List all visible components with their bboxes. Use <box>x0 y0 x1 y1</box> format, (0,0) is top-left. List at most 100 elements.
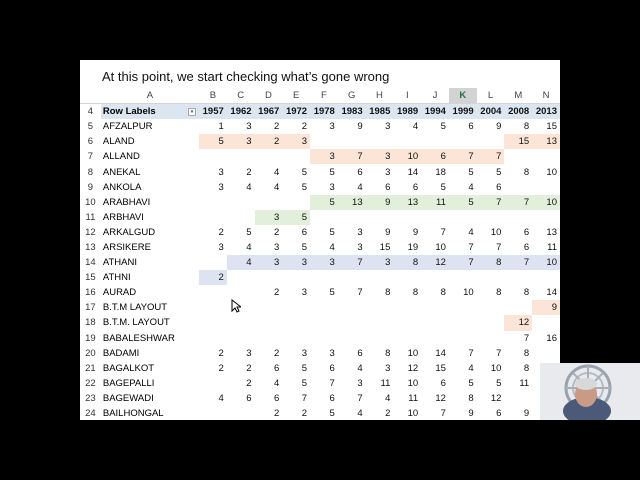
value-cell[interactable] <box>449 315 477 330</box>
value-cell[interactable]: 4 <box>468 226 474 238</box>
constituency-name-cell[interactable]: B.T.M LAYOUT <box>102 302 168 314</box>
value-cell[interactable]: 7 <box>476 149 505 165</box>
value-cell[interactable]: 5 <box>199 134 227 150</box>
constituency-name-cell[interactable]: BABALESHWAR <box>102 332 175 344</box>
value-cell[interactable] <box>421 134 449 149</box>
row-number[interactable]: 20 <box>80 345 101 361</box>
value-cell[interactable]: 5 <box>310 194 338 210</box>
value-cell[interactable] <box>282 331 310 346</box>
value-cell[interactable] <box>199 406 227 420</box>
value-cell[interactable]: 7 <box>476 194 505 210</box>
value-cell[interactable] <box>366 331 394 346</box>
year-header-cell[interactable]: 1989 <box>393 103 422 120</box>
row-number[interactable]: 22 <box>80 375 101 391</box>
value-cell[interactable] <box>477 210 505 225</box>
value-cell[interactable]: 15 <box>435 362 446 374</box>
value-cell[interactable]: 6 <box>357 347 363 359</box>
value-cell[interactable]: 8 <box>523 121 530 133</box>
value-cell[interactable]: 3 <box>329 121 335 133</box>
value-cell[interactable] <box>199 210 227 225</box>
value-cell[interactable]: 5 <box>440 181 446 193</box>
value-cell[interactable]: 8 <box>476 255 505 271</box>
value-cell[interactable] <box>366 300 394 315</box>
value-cell[interactable]: 5 <box>329 226 335 238</box>
value-cell[interactable]: 5 <box>301 181 308 193</box>
value-cell[interactable]: 11 <box>547 241 557 253</box>
value-cell[interactable] <box>504 210 532 225</box>
value-cell[interactable]: 6 <box>412 181 419 193</box>
constituency-name-cell[interactable]: ARABHAVI <box>102 196 151 208</box>
value-cell[interactable]: 2 <box>246 166 252 178</box>
value-cell[interactable] <box>227 149 255 164</box>
value-cell[interactable]: 2 <box>274 347 280 359</box>
value-cell[interactable] <box>449 331 477 346</box>
constituency-name-cell[interactable]: ANEKAL <box>102 166 141 178</box>
value-cell[interactable]: 3 <box>274 241 280 253</box>
value-cell[interactable] <box>310 315 338 330</box>
value-cell[interactable]: 9 <box>496 121 502 133</box>
value-cell[interactable]: 4 <box>274 377 280 389</box>
value-cell[interactable]: 5 <box>329 287 335 299</box>
row-number[interactable]: 24 <box>80 405 101 420</box>
row-number[interactable]: 13 <box>80 239 101 256</box>
value-cell[interactable]: 7 <box>448 255 477 271</box>
value-cell[interactable]: 13 <box>532 134 560 150</box>
value-cell[interactable] <box>310 270 338 285</box>
value-cell[interactable]: 6 <box>440 377 446 389</box>
value-cell[interactable] <box>366 134 394 149</box>
row-number[interactable]: 9 <box>80 179 101 195</box>
value-cell[interactable]: 9 <box>468 408 474 420</box>
value-cell[interactable] <box>227 331 255 346</box>
value-cell[interactable]: 3 <box>246 121 252 133</box>
value-cell[interactable]: 7 <box>357 287 363 299</box>
value-cell[interactable] <box>532 210 560 225</box>
value-cell[interactable]: 10 <box>490 362 502 374</box>
value-cell[interactable] <box>532 180 560 195</box>
value-cell[interactable]: 9 <box>523 408 530 420</box>
column-header-m[interactable]: M <box>504 88 533 105</box>
row-number[interactable]: 14 <box>80 255 101 271</box>
select-all-corner[interactable] <box>80 88 101 105</box>
year-header-cell[interactable]: 2013 <box>532 103 560 120</box>
value-cell[interactable]: 3 <box>254 255 283 271</box>
value-cell[interactable]: 8 <box>468 392 474 404</box>
value-cell[interactable]: 4 <box>226 255 255 271</box>
value-cell[interactable] <box>366 210 394 225</box>
value-cell[interactable]: 7 <box>337 255 366 271</box>
column-header-d[interactable]: D <box>254 88 283 105</box>
value-cell[interactable] <box>477 300 505 315</box>
value-cell[interactable]: 8 <box>523 347 530 359</box>
value-cell[interactable]: 5 <box>282 209 311 225</box>
value-cell[interactable] <box>310 134 338 149</box>
value-cell[interactable]: 7 <box>504 194 533 210</box>
value-cell[interactable] <box>255 315 283 330</box>
value-cell[interactable]: 7 <box>337 149 366 165</box>
row-number[interactable]: 23 <box>80 390 101 406</box>
value-cell[interactable]: 10 <box>490 226 502 238</box>
value-cell[interactable]: 9 <box>412 226 419 238</box>
constituency-name-cell[interactable]: ALAND <box>102 136 135 148</box>
value-cell[interactable]: 3 <box>365 255 394 271</box>
value-cell[interactable]: 12 <box>421 255 449 271</box>
year-header-cell[interactable]: 1962 <box>226 103 255 120</box>
value-cell[interactable]: 18 <box>435 166 446 178</box>
value-cell[interactable]: 8 <box>385 287 391 299</box>
constituency-name-cell[interactable]: BAGEPALLI <box>102 377 155 389</box>
value-cell[interactable]: 5 <box>301 166 308 178</box>
value-cell[interactable]: 5 <box>496 166 502 178</box>
value-cell[interactable]: 7 <box>468 347 474 359</box>
value-cell[interactable]: 2 <box>274 121 280 133</box>
value-cell[interactable] <box>421 210 449 225</box>
column-header-c[interactable]: C <box>226 88 255 105</box>
row-number[interactable]: 4 <box>80 103 101 120</box>
filter-dropdown-icon[interactable]: ▾ <box>188 108 197 117</box>
value-cell[interactable]: 13 <box>546 226 557 238</box>
row-labels-header[interactable]: Row Labels ▾ <box>100 103 200 120</box>
value-cell[interactable] <box>393 300 421 315</box>
value-cell[interactable]: 8 <box>440 287 446 299</box>
value-cell[interactable]: 5 <box>329 408 335 420</box>
constituency-name-cell[interactable]: BAILHONGAL <box>102 408 164 420</box>
value-cell[interactable]: 8 <box>523 287 530 299</box>
value-cell[interactable]: 7 <box>468 241 474 253</box>
value-cell[interactable]: 11 <box>421 194 449 210</box>
